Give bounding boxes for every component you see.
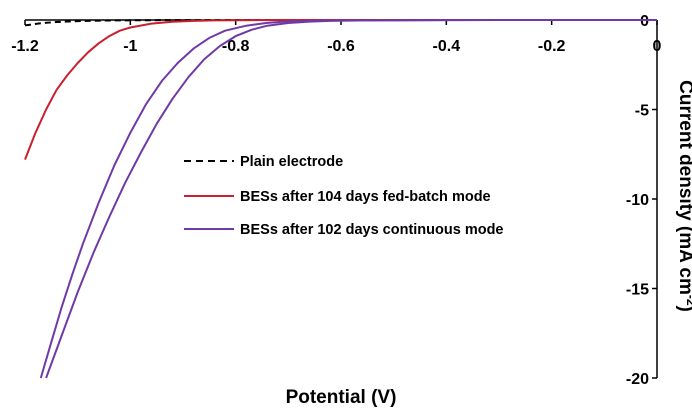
y-tick-label: -5 [635, 103, 649, 120]
x-tick-label: -1 [123, 38, 137, 55]
series-layer [24, 19, 657, 379]
series-line-0 [24, 19, 657, 27]
y-tick-label: 0 [640, 13, 649, 30]
y-tick-label: -20 [626, 371, 649, 388]
y-ticks: 0 -5 -10 -15 -20 [626, 13, 657, 388]
x-tick-label: -0.2 [538, 38, 566, 55]
series-line-3 [45, 19, 657, 379]
legend: Plain electrode BESs after 104 days fed-… [184, 154, 504, 238]
y-axis-title-sup: -2 [684, 295, 692, 306]
y-axis-title-main: Current density (mA cm [675, 80, 692, 295]
x-ticks: -1.2 -1 -0.8 -0.6 -0.4 -0.2 0 [11, 20, 662, 55]
x-tick-label: 0 [653, 38, 662, 55]
x-tick-label: -0.6 [327, 38, 355, 55]
series-line-1 [24, 19, 657, 160]
x-axis-title: Potential (V) [286, 387, 397, 408]
y-axis-title: Current density (mA cm-2) [675, 80, 692, 312]
y-tick-label: -10 [626, 192, 649, 209]
y-axis-title-close: ) [675, 306, 692, 312]
legend-label-fed-batch: BESs after 104 days fed-batch mode [240, 189, 491, 205]
y-tick-label: -15 [626, 282, 649, 299]
x-tick-label: -0.8 [222, 38, 250, 55]
x-tick-label: -0.4 [433, 38, 461, 55]
legend-label-plain-electrode: Plain electrode [240, 154, 343, 170]
legend-label-continuous: BESs after 102 days continuous mode [240, 222, 504, 238]
x-tick-label: -1.2 [11, 38, 39, 55]
